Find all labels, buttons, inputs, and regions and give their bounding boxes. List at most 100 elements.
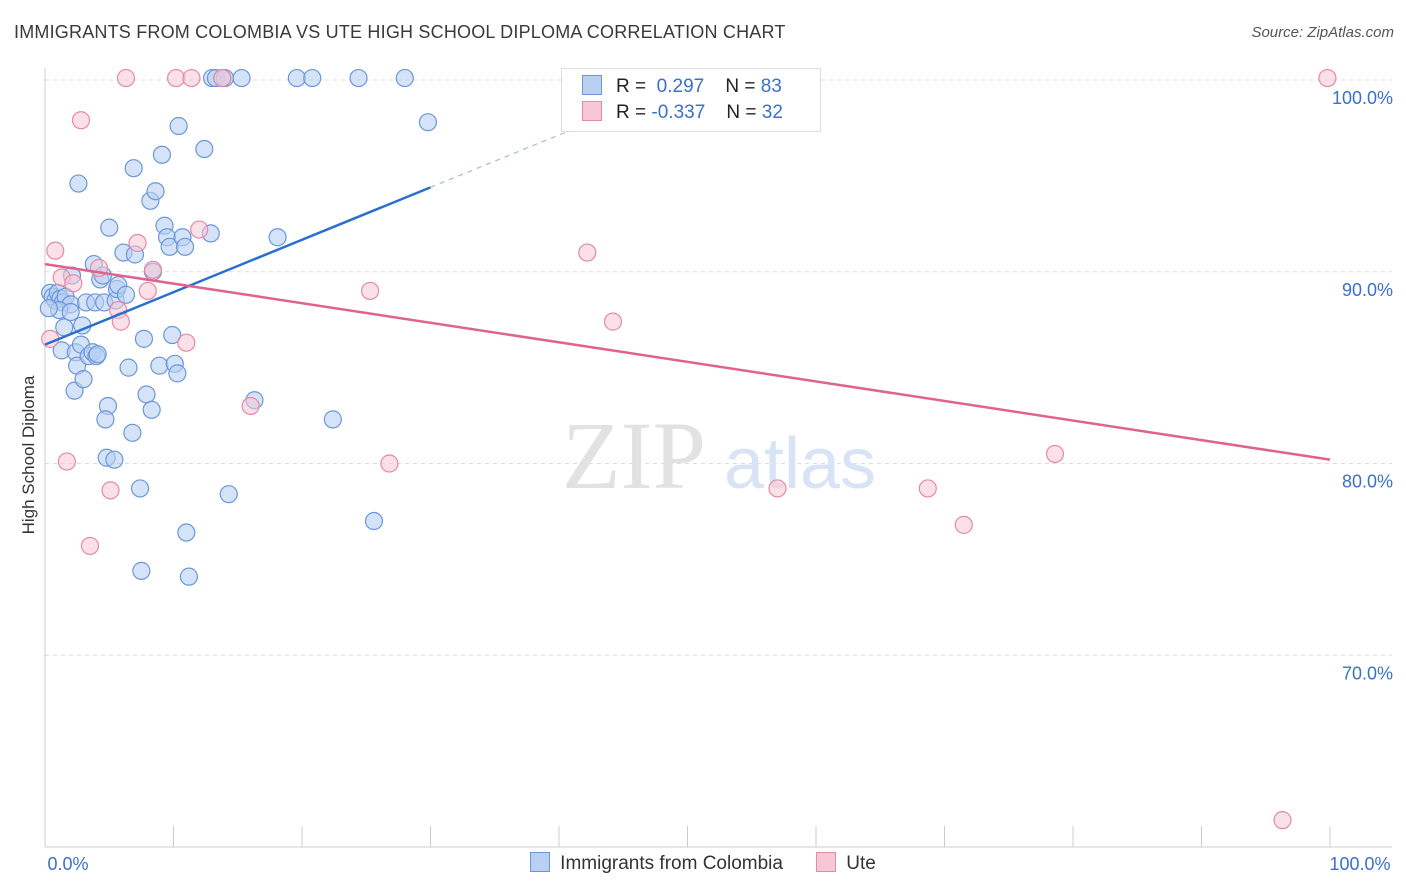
data-point-colombia [169,116,188,136]
data-point-colombia [395,68,414,88]
data-point-ute [101,481,120,500]
correlation-stats-box: R = 0.297 N = 83 R = -0.337 N = 32 [561,68,821,132]
data-point-ute [1318,68,1337,88]
chart-title: IMMIGRANTS FROM COLOMBIA VS UTE HIGH SCH… [14,22,786,42]
data-point-ute [190,220,209,239]
blue-swatch-icon [530,852,551,872]
watermark: ZIP atlas [562,402,876,509]
series-ute-points [41,68,1337,830]
r-label: R = [616,102,647,123]
y-tick-label: 90.0% [1342,280,1393,300]
watermark-zip: ZIP [562,402,706,509]
data-point-colombia [69,174,88,193]
data-point-colombia [268,228,287,247]
data-point-colombia [88,345,107,364]
data-point-colombia [132,561,151,580]
data-point-colombia [418,113,438,132]
data-point-colombia [219,485,238,504]
y-tick-label: 100.0% [1332,88,1393,108]
series-colombia-points [39,68,438,586]
source-label: Source: ZipAtlas.com [1251,24,1394,41]
r-value: 0.297 [656,76,705,97]
data-point-colombia [74,370,93,389]
pink-swatch-icon [816,852,837,872]
data-point-colombia [349,68,368,88]
data-point-ute [64,274,83,293]
data-point-ute [361,281,380,301]
stats-row-colombia: R = 0.297 N = 83 [582,75,782,101]
data-point-ute [918,479,937,498]
x-tick-label: 100.0% [1329,854,1390,874]
data-point-colombia [303,68,322,88]
data-point-colombia [39,299,58,318]
y-axis-label: High School Diploma [19,375,38,534]
n-label: N = [726,102,757,123]
data-point-colombia [177,523,196,542]
data-point-colombia [124,159,143,178]
r-value: -0.337 [651,102,706,123]
data-point-colombia [175,237,195,256]
data-point-ute [213,68,232,88]
stats-row-ute: R = -0.337 N = 32 [582,101,783,127]
data-point-colombia [96,410,115,429]
legend-item-colombia[interactable]: Immigrants from Colombia [530,852,783,875]
y-tick-label: 70.0% [1342,663,1393,683]
data-point-ute [1045,444,1065,464]
data-point-colombia [123,423,142,442]
data-point-colombia [287,68,306,88]
data-point-colombia [323,410,342,429]
data-point-colombia [105,450,124,469]
data-point-ute [380,454,399,473]
data-point-ute [80,536,100,556]
data-point-ute [57,452,76,471]
data-point-ute [578,243,597,262]
data-point-colombia [179,567,199,586]
trend-line-colombia [44,186,431,346]
data-point-colombia [134,329,154,348]
x-tick-label: 0.0% [47,854,88,874]
axes [44,68,1392,848]
chart-legend: Immigrants from Colombia Ute [0,852,1406,875]
data-point-colombia [100,218,119,237]
data-point-ute [241,396,260,416]
data-point-ute [166,68,186,88]
n-value: 32 [761,102,783,123]
r-label: R = [616,76,647,97]
data-point-ute [182,68,201,88]
data-point-colombia [116,285,136,304]
n-label: N = [725,76,756,97]
legend-item-ute[interactable]: Ute [816,852,876,875]
data-point-ute [128,233,147,253]
y-tick-label: 80.0% [1342,472,1393,492]
data-point-ute [177,333,196,352]
data-point-colombia [119,358,138,377]
data-point-ute [71,111,91,130]
data-point-ute [603,312,623,331]
data-point-colombia [142,400,161,419]
legend-label: Ute [846,853,876,874]
data-point-colombia [137,385,156,404]
data-point-colombia [364,511,384,531]
data-point-colombia [163,325,182,345]
data-point-ute [1273,811,1292,830]
pink-swatch-icon [582,101,602,121]
data-point-colombia [130,479,150,498]
data-point-ute [143,260,163,279]
watermark-atlas: atlas [724,424,876,504]
data-point-ute [954,515,973,534]
blue-swatch-icon [582,75,602,95]
data-point-colombia [232,68,251,88]
data-point-colombia [61,302,80,322]
tick-labels: 100.0% 90.0% 80.0% 70.0% 0.0% 100.0% [47,88,1393,874]
data-point-colombia [195,139,214,159]
data-point-ute [768,479,787,498]
data-point-colombia [146,182,165,201]
data-point-colombia [152,145,172,164]
data-point-colombia [150,356,169,375]
data-point-ute [116,68,136,88]
trend-line-ute [44,262,1331,461]
data-point-ute [138,281,157,301]
n-value: 83 [760,76,782,97]
legend-label: Immigrants from Colombia [560,853,783,874]
